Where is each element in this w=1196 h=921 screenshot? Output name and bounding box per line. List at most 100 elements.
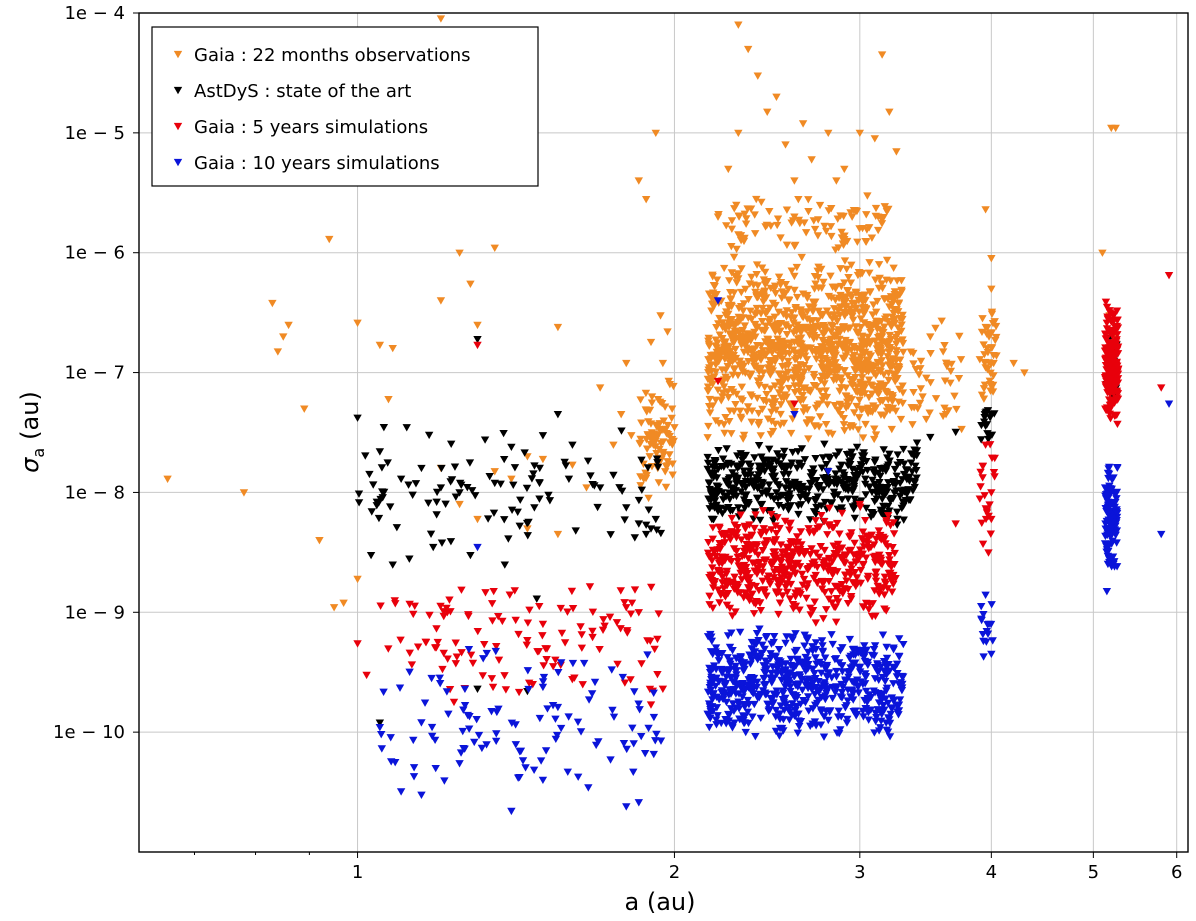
series-1-point xyxy=(841,336,850,345)
series-4-point xyxy=(781,660,790,668)
series-4-point xyxy=(460,701,470,710)
series-2-point xyxy=(788,448,797,457)
series-4-point xyxy=(649,689,658,698)
series-3-point xyxy=(577,644,587,652)
series-1-point xyxy=(835,311,845,319)
series-3-point xyxy=(1104,396,1114,404)
series-4-point xyxy=(518,757,528,765)
series-3-point xyxy=(987,515,996,524)
series-1-point xyxy=(787,309,797,317)
series-1-point xyxy=(727,430,736,438)
series-1-point xyxy=(871,372,881,380)
series-4-point xyxy=(771,727,781,736)
series-2-point xyxy=(824,475,833,483)
series-1-point xyxy=(724,165,733,174)
series-3-point xyxy=(837,580,847,589)
series-4-point xyxy=(556,724,566,733)
series-4-point xyxy=(409,764,419,772)
series-1-point xyxy=(636,435,645,444)
series-4-point xyxy=(795,673,805,681)
series-1-point xyxy=(811,422,820,430)
series-1-point xyxy=(727,217,737,225)
series-1-point xyxy=(726,295,736,303)
series-2-point xyxy=(905,477,914,485)
series-4-point xyxy=(507,719,517,728)
series-3-point xyxy=(620,599,629,607)
legend-marker xyxy=(173,158,183,167)
y-axis-label-unit: (au) xyxy=(16,391,44,440)
series-1-point xyxy=(880,315,890,323)
series-4-point xyxy=(751,733,760,741)
series-3-point xyxy=(407,661,417,669)
series-1-point xyxy=(710,373,719,381)
series-2-point xyxy=(402,424,411,432)
series-3-point xyxy=(646,701,656,709)
series-4-point xyxy=(769,638,778,647)
series-2-point xyxy=(354,490,364,498)
series-1-point xyxy=(871,404,881,412)
series-4-point xyxy=(979,653,988,661)
series-2-point xyxy=(703,453,712,462)
series-1-point xyxy=(840,257,850,265)
series-3-point xyxy=(876,531,885,540)
series-2-point xyxy=(870,458,880,467)
series-1-point xyxy=(831,331,841,339)
series-1-point xyxy=(877,280,886,288)
series-4-point xyxy=(754,692,763,701)
series-2-point xyxy=(862,504,871,513)
series-1-point xyxy=(742,408,752,416)
series-1-point xyxy=(649,441,658,449)
series-4-point xyxy=(872,714,881,722)
series-3-point xyxy=(846,532,855,540)
series-3-point xyxy=(810,527,820,535)
series-1-point xyxy=(770,382,780,390)
series-3-point xyxy=(783,588,792,597)
series-4-point xyxy=(832,667,841,676)
series-3-point xyxy=(807,545,816,553)
series-3-point xyxy=(725,604,735,613)
series-3-point xyxy=(384,645,393,653)
series-1-point xyxy=(790,177,799,185)
series-2-point xyxy=(465,459,475,467)
series-1-point xyxy=(843,325,853,333)
series-1-point xyxy=(891,333,901,342)
series-1-point xyxy=(840,367,849,375)
series-1-point xyxy=(740,322,749,330)
series-4-point xyxy=(757,650,766,658)
series-1-point xyxy=(659,417,668,425)
series-2-point xyxy=(866,513,876,521)
series-3-point xyxy=(1113,350,1122,358)
series-1-point xyxy=(824,429,833,437)
series-2-point xyxy=(754,441,764,450)
series-3-point xyxy=(795,563,805,571)
series-2-point xyxy=(794,502,803,510)
series-1-point xyxy=(798,313,808,322)
series-2-point xyxy=(899,445,908,454)
series-1-point xyxy=(942,362,952,371)
series-4-point xyxy=(877,710,886,719)
series-1-point xyxy=(731,329,740,338)
series-3-point xyxy=(650,645,659,654)
series-4-point xyxy=(849,645,859,654)
series-1-point xyxy=(809,373,819,382)
series-3-point xyxy=(718,573,727,582)
series-2-point xyxy=(852,443,862,452)
series-1-point xyxy=(875,366,884,374)
series-2-point xyxy=(797,445,807,453)
series-2-point xyxy=(450,463,460,471)
series-1-point xyxy=(860,390,869,398)
series-4-point xyxy=(804,648,813,657)
series-1-point xyxy=(750,353,759,362)
series-4-point xyxy=(1108,537,1117,545)
series-1-point xyxy=(752,261,762,269)
series-1-point xyxy=(786,314,796,322)
series-1-point xyxy=(568,461,577,470)
series-3-point xyxy=(763,575,772,583)
series-2-point xyxy=(774,502,784,510)
series-1-point xyxy=(847,422,856,430)
series-3-point xyxy=(492,643,501,651)
series-1-point xyxy=(836,374,846,382)
series-3-point xyxy=(1101,298,1111,307)
series-3-point xyxy=(780,517,790,526)
